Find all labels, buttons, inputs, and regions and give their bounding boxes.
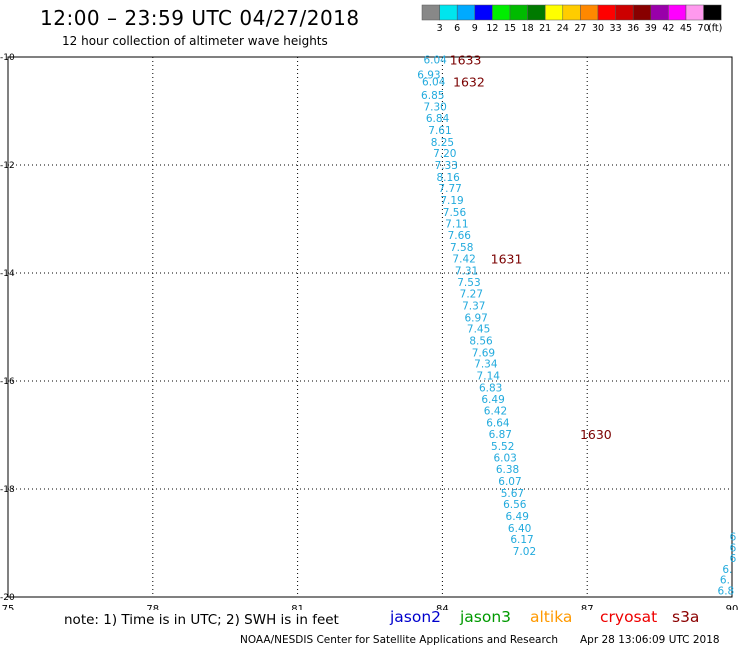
- satellite-label-s3a: s3a: [672, 608, 700, 626]
- legend-tick-label: 18: [522, 23, 534, 34]
- legend-swatch: [703, 4, 722, 21]
- legend-unit-label: (ft): [708, 23, 722, 34]
- longitude-tick-label: 78: [146, 604, 159, 610]
- wave-height-value: 6.38: [496, 464, 519, 476]
- wave-height-value: 8.16: [436, 172, 460, 184]
- latitude-tick-label: -16: [0, 377, 15, 387]
- legend-tick-label: 36: [627, 23, 639, 34]
- legend-tick-label: 42: [662, 23, 674, 34]
- wave-height-value: 7.31: [455, 265, 478, 277]
- wave-height-value: 6.04: [422, 76, 446, 88]
- wave-height-value: 8.25: [431, 137, 454, 149]
- legend-tick-label: 24: [557, 23, 569, 34]
- wave-height-value: 7.45: [467, 324, 490, 336]
- legend-tick-label: 15: [504, 23, 516, 34]
- pass-time-label: 1631: [491, 251, 523, 266]
- legend-tick-label: 45: [680, 23, 692, 34]
- wave-height-value-edge: 6: [730, 532, 737, 544]
- wave-height-value-edge: 6: [730, 553, 737, 565]
- legend-tick-label: 3: [437, 23, 443, 34]
- wave-height-value-edge: 6.: [720, 575, 730, 587]
- wave-height-value: 6.56: [503, 499, 527, 511]
- wave-height-value: 7.02: [513, 546, 536, 558]
- wave-height-value: 6.03: [493, 453, 516, 465]
- longitude-tick-label: 87: [581, 604, 594, 610]
- legend-tick-label: 39: [645, 23, 657, 34]
- wave-height-value: 6.64: [486, 418, 510, 430]
- latitude-tick-label: -14: [0, 269, 15, 279]
- wave-height-value: 7.11: [445, 218, 468, 230]
- altimeter-map-plot: 75 78 81 84 87 90-10-12-14-16-18-206.046.936.…: [0, 53, 739, 610]
- wave-height-value: 7.61: [428, 125, 451, 137]
- legend-tick-label: 30: [592, 23, 604, 34]
- wave-height-value: 7.53: [457, 277, 480, 289]
- latitude-tick-label: -20: [0, 593, 15, 603]
- wave-height-value: 7.56: [443, 207, 467, 219]
- wave-height-value: 6.07: [498, 476, 521, 488]
- wave-height-value: 6.04: [423, 55, 447, 67]
- pass-time-label: 1632: [453, 74, 485, 89]
- longitude-tick-label: 81: [291, 604, 304, 610]
- wave-height-value-edge: 6: [730, 542, 737, 554]
- wave-height-value: 6.49: [481, 394, 504, 406]
- satellite-label-cryosat: cryosat: [600, 608, 658, 626]
- wave-height-value: 5.52: [491, 441, 514, 453]
- wave-height-value: 7.42: [452, 253, 475, 265]
- wave-height-value: 7.69: [472, 347, 495, 359]
- wave-height-value: 5.67: [501, 488, 524, 500]
- wave-height-value: 7.19: [440, 195, 463, 207]
- satellite-label-jason2: jason2: [390, 608, 442, 626]
- footer-credit: NOAA/NESDIS Center for Satellite Applica…: [240, 634, 558, 646]
- satellite-label-jason3: jason3: [460, 608, 512, 626]
- wave-height-value: 7.14: [477, 371, 501, 383]
- wave-height-value: 7.77: [438, 183, 461, 195]
- page-title: 12:00 – 23:59 UTC 04/27/2018: [40, 6, 360, 30]
- wave-height-value: 6.49: [506, 511, 529, 523]
- longitude-tick-label: 84: [436, 604, 449, 610]
- wave-height-value: 7.58: [450, 242, 473, 254]
- legend-tick-label: 70: [698, 23, 710, 34]
- wave-height-value: 7.30: [423, 102, 446, 114]
- longitude-tick-label: 75: [2, 604, 15, 610]
- wave-height-value: 7.20: [433, 148, 456, 160]
- wave-height-value: 7.27: [460, 289, 483, 301]
- legend-tick-label: 21: [539, 23, 551, 34]
- wave-height-value: 6.42: [484, 406, 507, 418]
- latitude-tick-label: -12: [0, 161, 15, 171]
- wave-height-value: 6.97: [464, 312, 487, 324]
- wave-height-value: 8.56: [469, 336, 493, 348]
- wave-height-value: 6.87: [489, 429, 512, 441]
- wave-height-value: 7.66: [448, 230, 472, 242]
- legend-tick-label: 12: [486, 23, 498, 34]
- legend-tick-label: 27: [574, 23, 586, 34]
- footer-timestamp: Apr 28 13:06:09 UTC 2018: [580, 634, 720, 646]
- pass-time-label: 1630: [580, 427, 612, 442]
- page-subtitle: 12 hour collection of altimeter wave hei…: [62, 34, 328, 48]
- satellite-label-altika: altika: [530, 608, 573, 626]
- wave-height-value: 6.83: [479, 382, 502, 394]
- wave-height-value-edge: 6.: [722, 564, 732, 576]
- legend-tick-label: 6: [454, 23, 460, 34]
- wave-height-value-edge: 6.8: [718, 586, 735, 598]
- wave-height-value: 7.33: [435, 160, 458, 172]
- legend-tick-label: 33: [610, 23, 622, 34]
- latitude-tick-label: -10: [0, 53, 15, 63]
- wave-height-color-legend: 3 6 9 12 15 18 21 24 27 30 33 36 39 42 45 70(ft): [421, 4, 722, 34]
- pass-time-label: 1633: [450, 53, 482, 68]
- wave-height-value: 6.85: [421, 90, 444, 102]
- wave-height-value: 6.40: [508, 523, 531, 535]
- map-frame: [7, 56, 733, 598]
- note-text: note: 1) Time is in UTC; 2) SWH is in fe…: [64, 612, 339, 628]
- wave-height-value: 6.84: [426, 113, 450, 125]
- wave-height-value: 7.37: [462, 300, 485, 312]
- wave-height-value: 6.93: [417, 69, 440, 81]
- wave-height-value: 7.34: [474, 359, 498, 371]
- wave-height-value: 6.17: [510, 534, 533, 546]
- legend-tick-label: 9: [472, 23, 478, 34]
- longitude-tick-label: 90: [726, 604, 739, 610]
- latitude-tick-label: -18: [0, 485, 15, 495]
